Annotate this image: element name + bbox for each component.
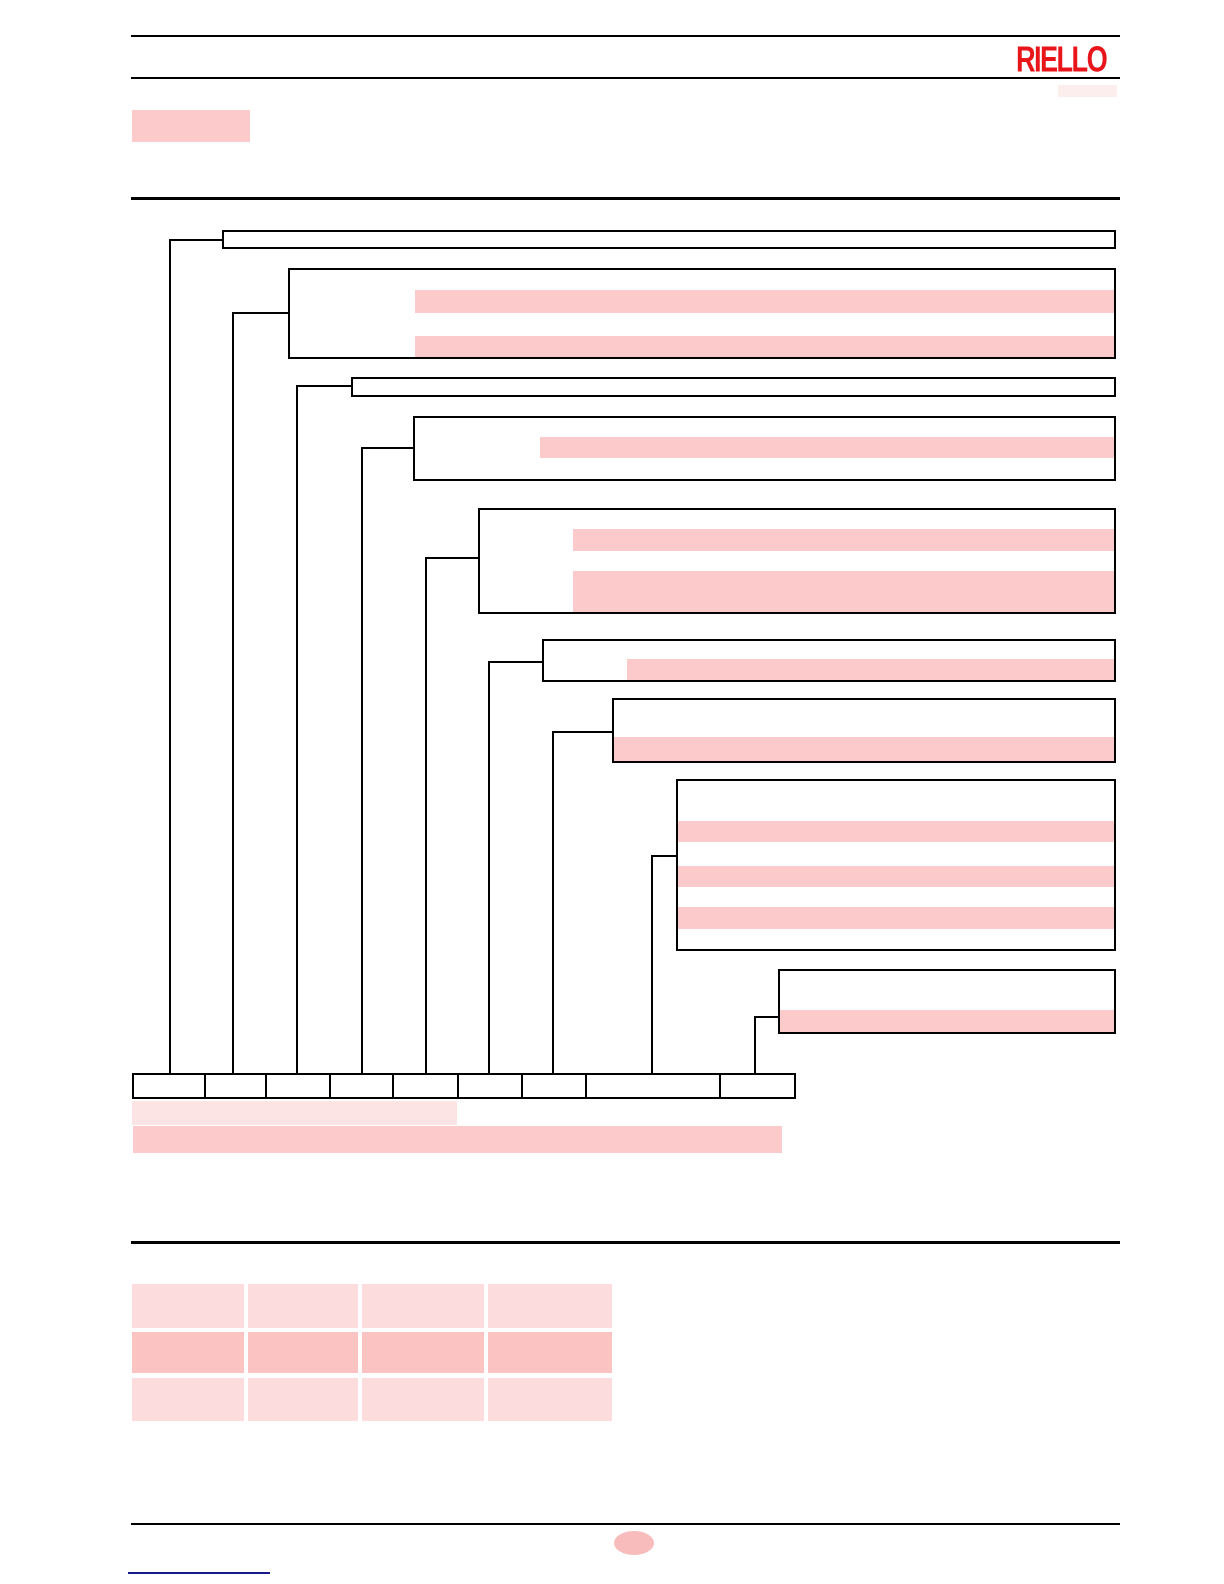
designation-redaction-bar (415, 290, 1116, 313)
spec-table-cell (362, 1332, 484, 1373)
code-cell (204, 1073, 267, 1099)
code-cell (719, 1073, 796, 1099)
code-cell (329, 1073, 394, 1099)
code-cell (521, 1073, 587, 1099)
designation-box (351, 377, 1116, 397)
connector-vertical (651, 855, 653, 1075)
spec-table-cell (248, 1332, 358, 1373)
connector-horizontal (552, 731, 612, 733)
spec-table-cell (248, 1378, 358, 1421)
section-top-divider (131, 197, 1120, 200)
designation-redaction-bar (780, 1010, 1116, 1034)
connector-vertical (296, 385, 298, 1075)
designation-redaction-bar (540, 437, 1116, 458)
designation-redaction-bar (415, 336, 1116, 359)
spec-table-cell (248, 1284, 358, 1328)
spec-table-cell (362, 1284, 484, 1328)
connector-horizontal (361, 447, 413, 449)
diagram-footnote-redaction (132, 1101, 457, 1125)
designation-box (288, 268, 1116, 359)
header-ghost-redaction (1058, 85, 1117, 97)
designation-box (612, 698, 1116, 763)
connector-vertical (754, 1016, 756, 1075)
diagram-footnote-redaction (133, 1126, 782, 1153)
spec-table-cell (488, 1332, 612, 1373)
spec-table-cell (132, 1332, 244, 1373)
spec-table-cell (132, 1378, 244, 1421)
header-bottom-rule (131, 77, 1120, 79)
connector-horizontal (425, 557, 478, 559)
designation-box (778, 969, 1116, 1034)
connector-vertical (169, 239, 171, 1075)
connector-horizontal (232, 312, 288, 314)
designation-box (478, 508, 1116, 614)
designation-redaction-bar (573, 571, 1116, 614)
designation-box (676, 779, 1116, 951)
designation-redaction-bar (627, 659, 1116, 682)
designation-box (222, 230, 1116, 249)
page-number-marker (614, 1531, 654, 1555)
footer-link-underline[interactable] (128, 1572, 270, 1574)
connector-horizontal (169, 239, 222, 241)
connector-horizontal (754, 1016, 778, 1018)
riello-logo: RIELLO (1016, 39, 1108, 80)
designation-redaction-bar (678, 866, 1116, 887)
connector-vertical (425, 557, 427, 1075)
designation-redaction-bar (678, 907, 1116, 929)
spec-table-cell (132, 1284, 244, 1328)
connector-vertical (361, 447, 363, 1075)
section-bottom-divider (131, 1241, 1120, 1244)
footer-rule (131, 1523, 1120, 1525)
section-heading-redaction (132, 110, 250, 142)
header-top-rule (131, 35, 1120, 37)
designation-box (413, 416, 1116, 481)
connector-vertical (232, 312, 234, 1075)
connector-horizontal (651, 855, 676, 857)
connector-horizontal (296, 385, 351, 387)
designation-redaction-bar (573, 529, 1116, 551)
code-cell (265, 1073, 331, 1099)
designation-box (542, 639, 1116, 682)
designation-redaction-bar (678, 821, 1116, 842)
connector-horizontal (488, 661, 542, 663)
connector-vertical (552, 731, 554, 1075)
spec-table-cell (488, 1378, 612, 1421)
code-cell (132, 1073, 206, 1099)
connector-vertical (488, 661, 490, 1075)
spec-table-cell (362, 1378, 484, 1421)
designation-redaction-bar (613, 737, 1116, 763)
code-cell (585, 1073, 721, 1099)
spec-table-cell (488, 1284, 612, 1328)
